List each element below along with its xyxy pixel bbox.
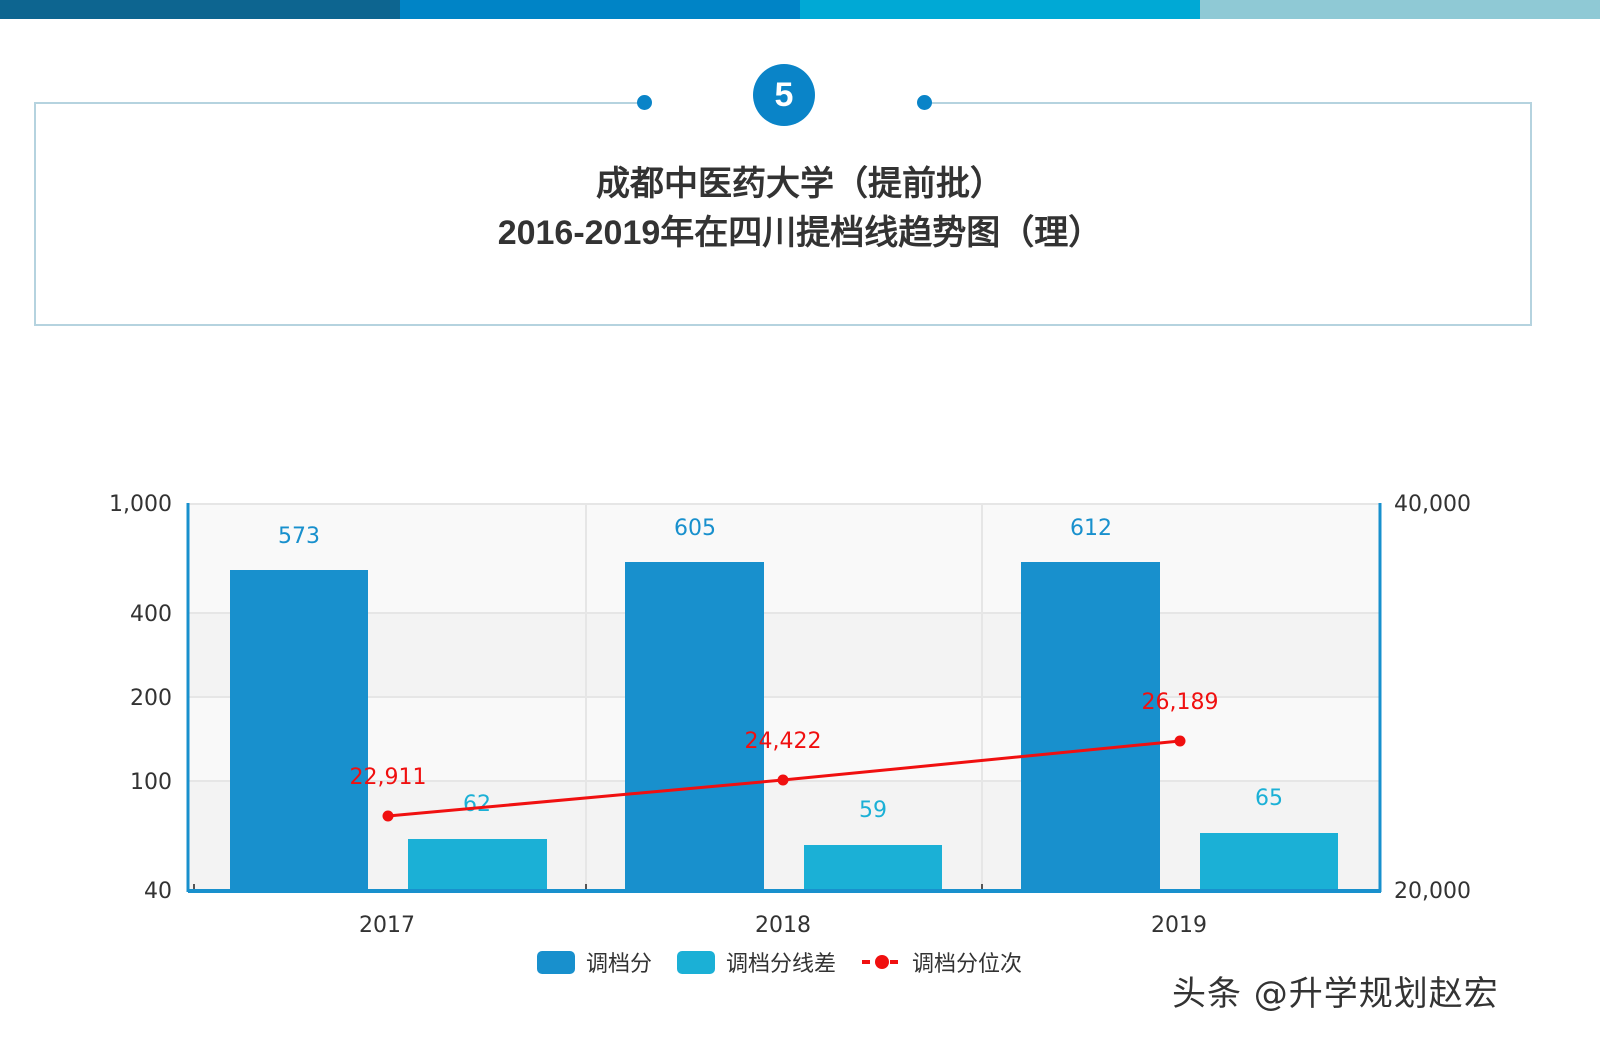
legend-label-score: 调档分	[586, 952, 652, 977]
bar-2017-score[interactable]	[230, 570, 368, 890]
left-tick-1000: 1,000	[109, 492, 172, 517]
left-tick-40: 40	[144, 879, 172, 904]
legend-swatch-score	[537, 951, 575, 974]
bar-2018-diff[interactable]	[804, 845, 942, 890]
right-tick-20000: 20,000	[1394, 879, 1471, 904]
bar-2019-score[interactable]	[1021, 562, 1160, 890]
legend-item-score[interactable]: 调档分	[537, 951, 652, 977]
stripe-segment-2	[400, 0, 800, 19]
bar-2017-diff[interactable]	[408, 839, 547, 890]
x-tick-2019: 2019	[1151, 913, 1207, 938]
diff-data-labels: 62 59 65	[463, 786, 1283, 823]
series-line-rank	[382, 735, 1186, 822]
stripe-segment-1	[0, 0, 400, 19]
label-2018-diff: 59	[859, 798, 887, 823]
legend: 调档分 调档分线差 调档分位次	[537, 951, 1022, 977]
stripe-segment-4	[1200, 0, 1600, 19]
label-2018-score: 605	[674, 516, 716, 541]
x-axis-ticks	[193, 884, 983, 889]
label-2019-diff: 65	[1255, 786, 1283, 811]
legend-item-rank[interactable]: 调档分位次	[862, 952, 1022, 977]
legend-label-diff: 调档分线差	[726, 952, 836, 977]
x-tick-2018: 2018	[755, 913, 811, 938]
label-2017-score: 573	[278, 524, 320, 549]
label-2017-diff: 62	[463, 792, 491, 817]
bar-2019-diff[interactable]	[1200, 833, 1338, 890]
legend-label-rank: 调档分位次	[912, 952, 1022, 977]
legend-item-diff[interactable]: 调档分线差	[677, 951, 836, 977]
watermark: 头条 @升学规划赵宏	[1172, 974, 1499, 1014]
left-ornament-dot	[637, 95, 652, 110]
point-2019-rank[interactable]	[1174, 735, 1186, 747]
right-ornament-dot	[917, 95, 932, 110]
left-tick-400: 400	[130, 602, 172, 627]
point-2017-rank[interactable]	[382, 810, 394, 822]
x-tick-2017: 2017	[359, 913, 415, 938]
section-number-badge: 5	[753, 64, 815, 126]
header-stripe	[0, 0, 1600, 19]
left-tick-100: 100	[130, 770, 172, 795]
left-tick-200: 200	[130, 686, 172, 711]
series-bars-score	[230, 562, 1160, 890]
stripe-segment-3	[800, 0, 1200, 19]
rank-data-labels: 22,911 24,422 26,189	[350, 690, 1219, 790]
bar-2018-score[interactable]	[625, 562, 764, 890]
label-2019-score: 612	[1070, 516, 1112, 541]
legend-swatch-diff	[677, 951, 715, 974]
left-axis-labels: 1,000 400 200 100 40	[109, 492, 172, 904]
score-data-labels: 573 605 612	[278, 516, 1112, 549]
label-2018-rank: 24,422	[745, 729, 822, 754]
label-2017-rank: 22,911	[350, 765, 427, 790]
chart-title-line2: 2016-2019年在四川提档线趋势图（理）	[497, 214, 1103, 252]
title-box	[34, 102, 1532, 326]
right-axis-labels: 40,000 20,000	[1394, 492, 1471, 904]
right-tick-40000: 40,000	[1394, 492, 1471, 517]
plot-background	[188, 503, 1380, 890]
legend-marker-rank-icon	[875, 955, 889, 969]
series-bars-diff	[408, 833, 1338, 890]
x-axis-labels: 2017 2018 2019	[359, 913, 1207, 938]
label-2019-rank: 26,189	[1142, 690, 1219, 715]
chart-title-line1: 成都中医药大学（提前批）	[596, 165, 1004, 203]
point-2018-rank[interactable]	[777, 774, 789, 786]
